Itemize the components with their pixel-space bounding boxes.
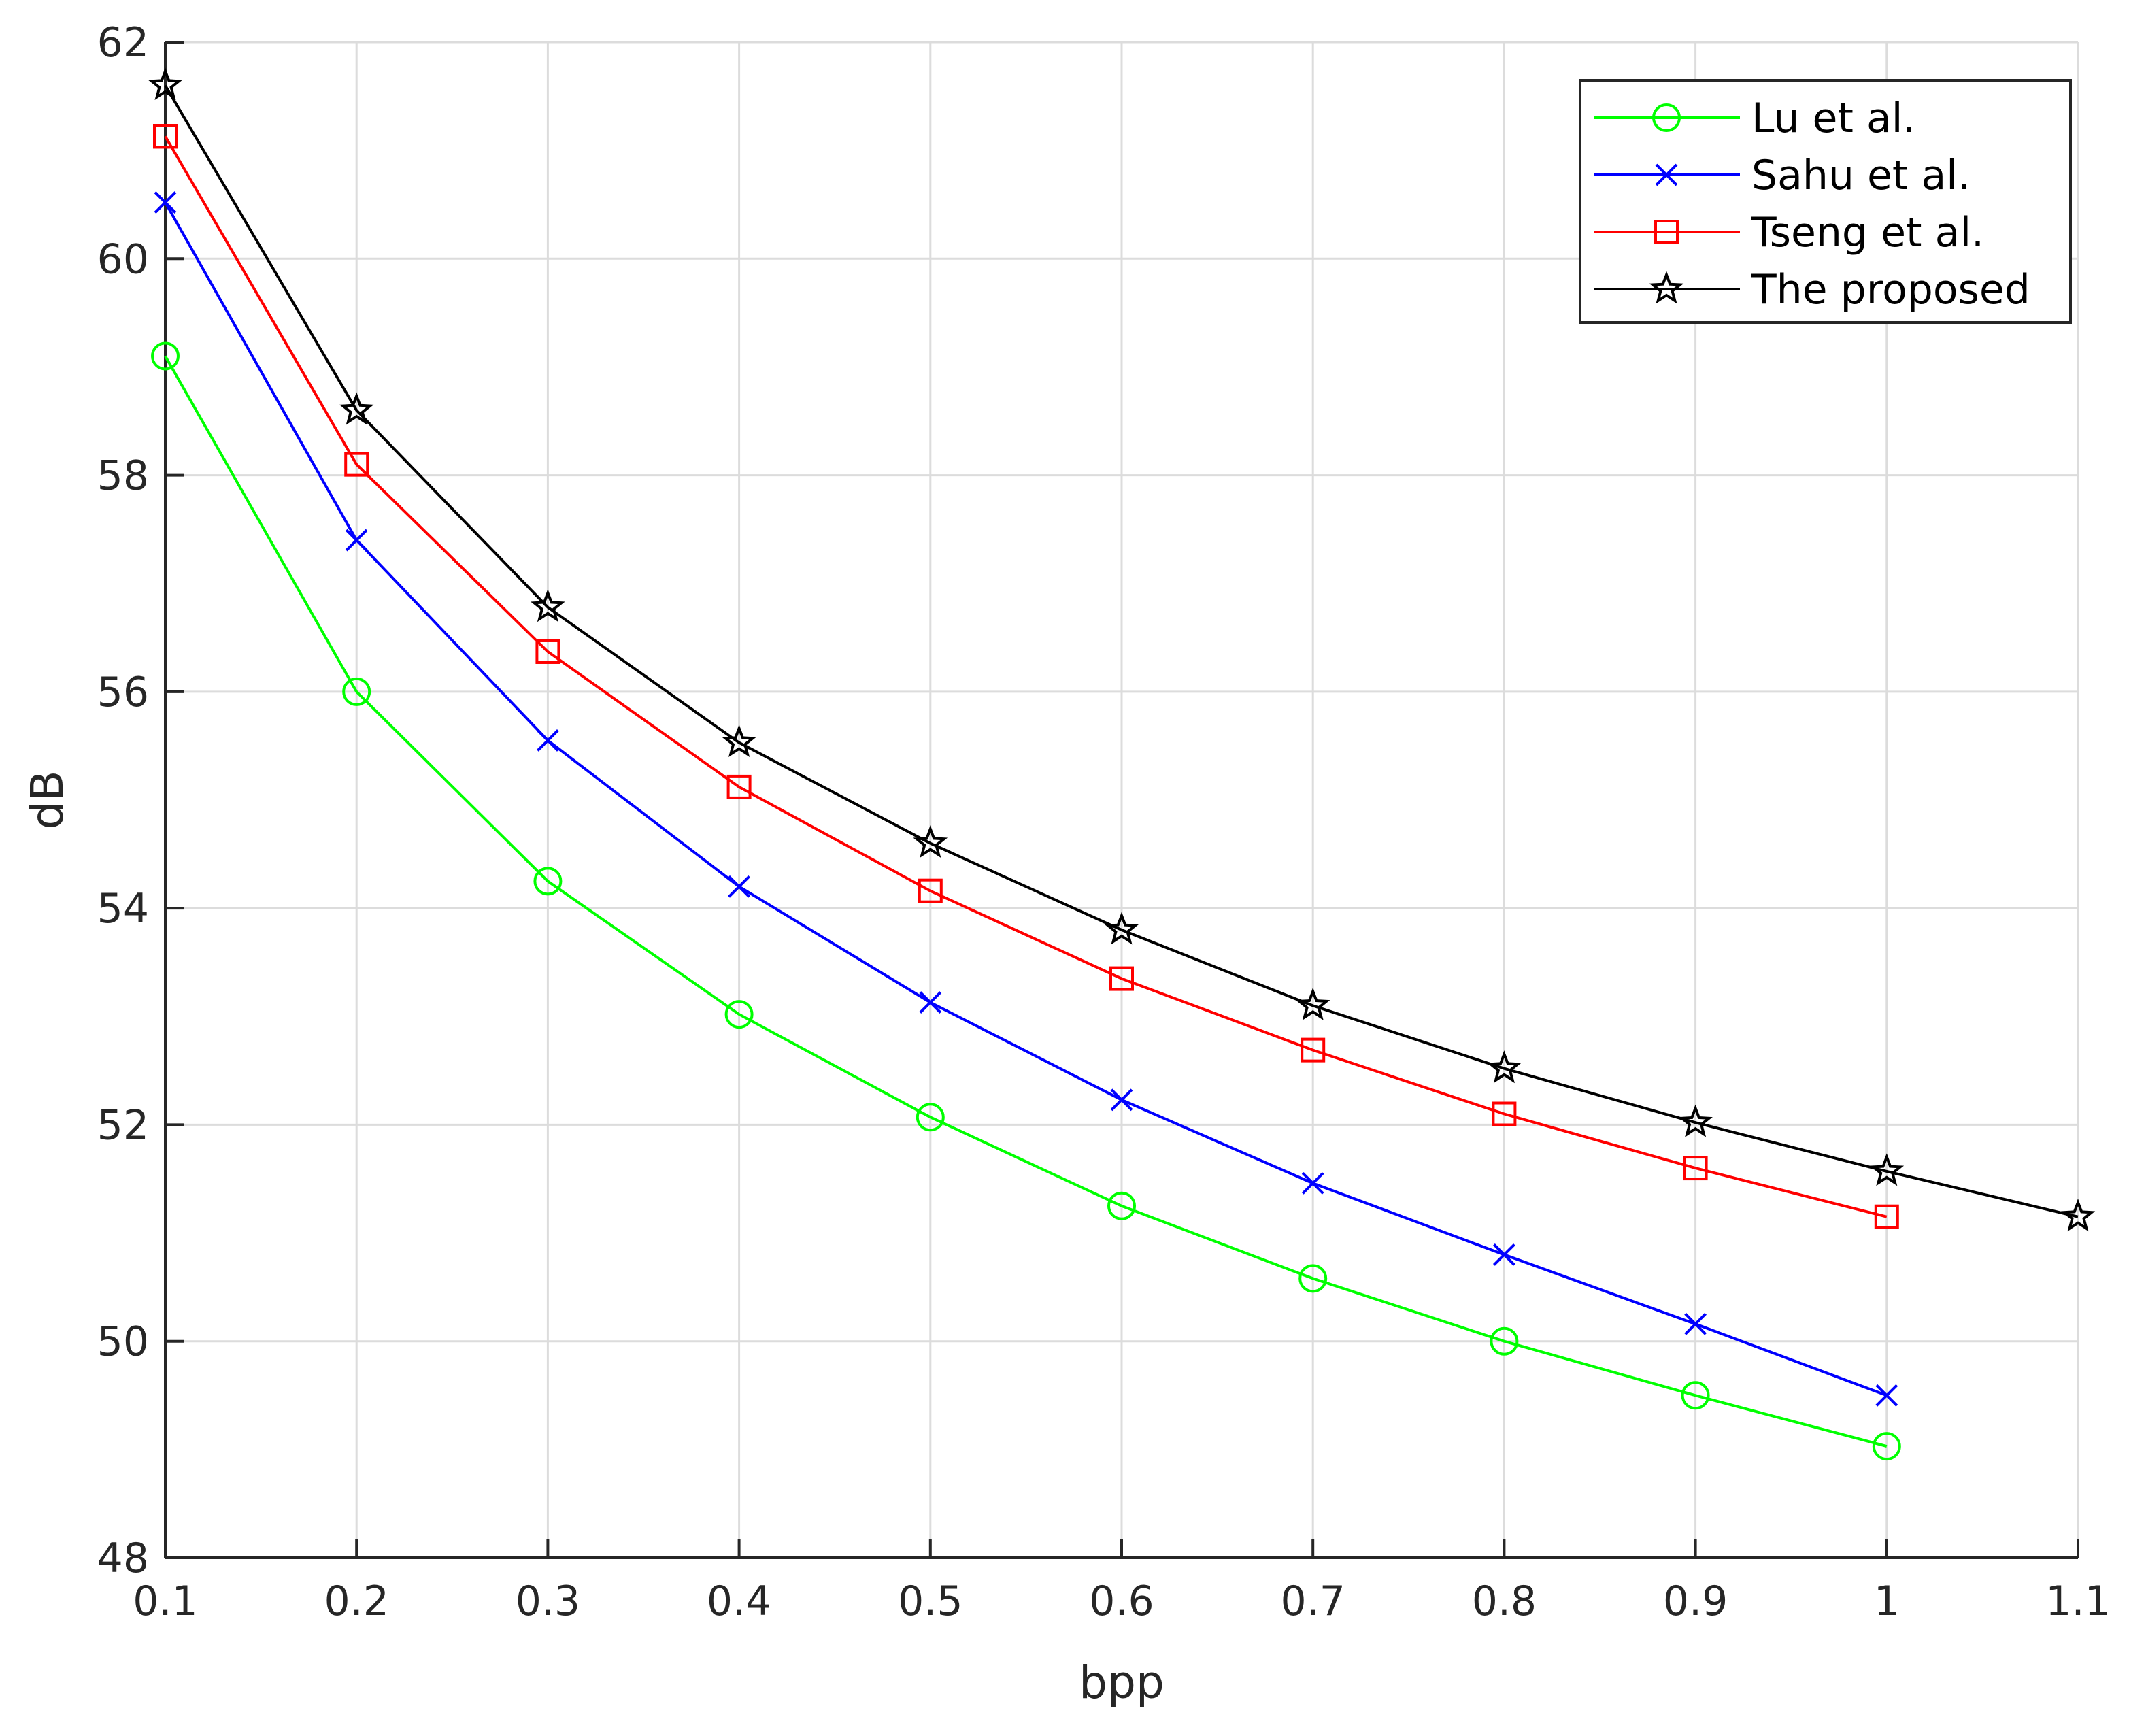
legend-marker-1 bbox=[1655, 163, 1678, 186]
legend-label-0: Lu et al. bbox=[1751, 95, 1916, 142]
series-line-2 bbox=[164, 135, 1888, 1218]
legend-box bbox=[1579, 79, 2072, 324]
series-2-point-5 bbox=[1109, 966, 1134, 991]
series-3-point-9 bbox=[1869, 1153, 1905, 1186]
series-0-point-0 bbox=[151, 341, 180, 371]
series-0-point-7 bbox=[1490, 1326, 1519, 1356]
series-1-point-3 bbox=[728, 875, 751, 898]
series-0-point-1 bbox=[342, 677, 371, 706]
series-layer bbox=[148, 67, 2096, 1461]
series-2 bbox=[153, 124, 1899, 1229]
x-tick-label-1: 0.2 bbox=[324, 1578, 388, 1625]
legend-marker-0 bbox=[1652, 103, 1681, 132]
y-tick-label-0: 48 bbox=[97, 1535, 149, 1582]
x-tick-label-2: 0.3 bbox=[516, 1578, 580, 1625]
series-2-point-2 bbox=[535, 639, 560, 664]
y-tick-label-5: 58 bbox=[97, 452, 149, 500]
series-0-point-3 bbox=[724, 1000, 754, 1029]
series-2-point-8 bbox=[1683, 1156, 1708, 1181]
x-tick-label-4: 0.5 bbox=[898, 1578, 962, 1625]
tick-labels: 0.1 0.2 0.3 0.4 0.5 0.6 0.7 0.8 0.9 1 1.1 48 50 52 54 5… bbox=[97, 19, 2111, 1625]
x-tick-label-9: 1 bbox=[1874, 1578, 1900, 1625]
series-line-1 bbox=[164, 201, 1888, 1397]
axes bbox=[164, 41, 2079, 1559]
series-2-point-7 bbox=[1492, 1101, 1517, 1126]
series-3-point-7 bbox=[1487, 1050, 1522, 1084]
series-0-point-5 bbox=[1107, 1191, 1136, 1220]
x-tick-label-0: 0.1 bbox=[133, 1578, 197, 1625]
y-tick-label-3: 54 bbox=[97, 885, 149, 933]
series-1 bbox=[154, 191, 1898, 1407]
y-tick-label-6: 60 bbox=[97, 235, 149, 283]
series-1-point-7 bbox=[1492, 1243, 1515, 1266]
legend-marker-2 bbox=[1654, 220, 1679, 244]
legend-label-1: Sahu et al. bbox=[1751, 152, 1971, 199]
series-1-point-0 bbox=[154, 191, 177, 214]
series-1-point-1 bbox=[345, 529, 368, 552]
series-1-point-8 bbox=[1684, 1312, 1707, 1335]
series-0-point-8 bbox=[1681, 1381, 1710, 1410]
series-line-0 bbox=[164, 355, 1888, 1448]
series-3-point-8 bbox=[1678, 1104, 1713, 1137]
legend: Lu et al. Sahu et al. Tseng et al. The prop… bbox=[1579, 79, 2072, 324]
series-3-point-6 bbox=[1295, 987, 1330, 1020]
series-line-3 bbox=[164, 84, 2079, 1218]
series-0-point-2 bbox=[533, 867, 563, 896]
series-0-point-4 bbox=[916, 1103, 945, 1132]
series-1-point-2 bbox=[536, 729, 559, 752]
y-axis-label: dB bbox=[21, 770, 73, 829]
x-tick-label-3: 0.4 bbox=[707, 1578, 771, 1625]
series-2-point-3 bbox=[726, 774, 752, 799]
y-tick-label-1: 50 bbox=[97, 1318, 149, 1366]
legend-marker-3 bbox=[1649, 271, 1684, 304]
series-0 bbox=[151, 341, 1901, 1461]
series-0-point-9 bbox=[1872, 1432, 1901, 1461]
legend-label-3: The proposed bbox=[1751, 266, 2030, 314]
series-2-point-1 bbox=[344, 452, 369, 477]
series-1-point-6 bbox=[1301, 1171, 1324, 1195]
series-3-point-4 bbox=[913, 825, 948, 858]
series-2-point-0 bbox=[153, 124, 178, 149]
y-tick-label-4: 56 bbox=[97, 669, 149, 716]
series-2-point-9 bbox=[1874, 1204, 1899, 1229]
x-tick-label-5: 0.6 bbox=[1089, 1578, 1154, 1625]
series-0-point-6 bbox=[1298, 1264, 1328, 1293]
series-3-point-2 bbox=[531, 589, 565, 622]
series-3-point-10 bbox=[2060, 1199, 2096, 1232]
series-1-point-9 bbox=[1875, 1384, 1898, 1407]
x-tick-label-8: 0.9 bbox=[1663, 1578, 1728, 1625]
series-3 bbox=[148, 67, 2096, 1232]
series-3-point-5 bbox=[1104, 912, 1139, 945]
series-2-point-4 bbox=[918, 878, 943, 903]
series-3-point-0 bbox=[148, 67, 183, 101]
series-2-point-6 bbox=[1301, 1037, 1326, 1063]
legend-label-2: Tseng et al. bbox=[1751, 209, 1984, 256]
series-1-point-4 bbox=[919, 991, 942, 1014]
x-tick-label-6: 0.7 bbox=[1280, 1578, 1345, 1625]
y-tick-label-7: 62 bbox=[97, 19, 149, 67]
series-1-point-5 bbox=[1110, 1088, 1133, 1112]
x-axis-label: bpp bbox=[1079, 1656, 1164, 1709]
y-tick-label-2: 52 bbox=[97, 1101, 149, 1149]
series-3-point-1 bbox=[339, 392, 374, 425]
series-3-point-3 bbox=[722, 724, 756, 758]
x-tick-label-10: 1.1 bbox=[2045, 1578, 2110, 1625]
x-tick-label-7: 0.8 bbox=[1472, 1578, 1537, 1625]
